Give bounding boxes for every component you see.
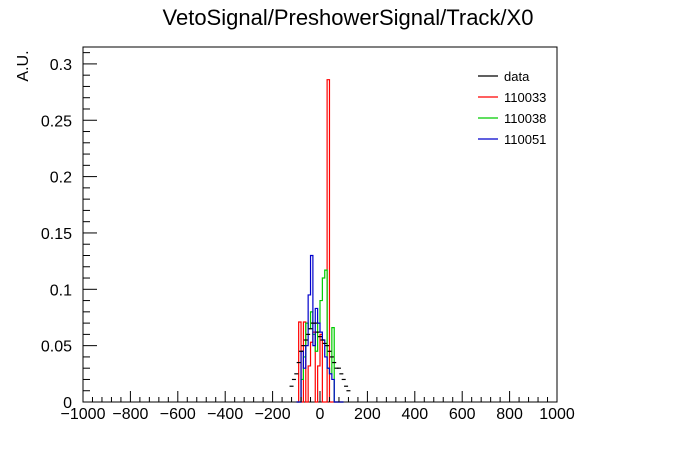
legend-label-110051: 110051 xyxy=(504,132,546,147)
x-tick-label: 600 xyxy=(449,406,476,423)
legend-label-110033: 110033 xyxy=(504,90,546,105)
y-axis-label: A.U. xyxy=(15,50,32,81)
x-tick-label: 0 xyxy=(316,406,325,423)
legend-label-110038: 110038 xyxy=(504,111,546,126)
y-tick-label: 0.15 xyxy=(41,226,72,243)
x-tick-label: 1000 xyxy=(539,406,575,423)
y-tick-label: 0.05 xyxy=(41,339,72,356)
y-tick-label: 0 xyxy=(63,395,72,412)
x-tick-label: −800 xyxy=(112,406,148,423)
x-tick-label: −400 xyxy=(207,406,243,423)
legend: data 110033 110038 110051 xyxy=(478,69,546,147)
x-tick-label: −200 xyxy=(255,406,291,423)
y-tick-label: 0.1 xyxy=(50,282,72,299)
axes: −1000 −800 −600 −400 −200 0 200 400 600 800 1000 0 0… xyxy=(41,52,575,423)
x-tick-label: 800 xyxy=(496,406,523,423)
x-tick-label: 200 xyxy=(354,406,381,423)
series-110051-histogram xyxy=(296,254,344,403)
chart-title: VetoSignal/PreshowerSignal/Track/X0 xyxy=(163,5,534,30)
histogram-layer xyxy=(289,79,351,403)
y-tick-label: 0.25 xyxy=(41,113,72,130)
x-tick-label: −1000 xyxy=(61,406,106,423)
x-tick-label: −600 xyxy=(160,406,196,423)
y-tick-label: 0.3 xyxy=(50,57,72,74)
legend-label-data: data xyxy=(504,69,530,84)
y-tick-label: 0.2 xyxy=(50,170,72,187)
x-tick-label: 400 xyxy=(401,406,428,423)
